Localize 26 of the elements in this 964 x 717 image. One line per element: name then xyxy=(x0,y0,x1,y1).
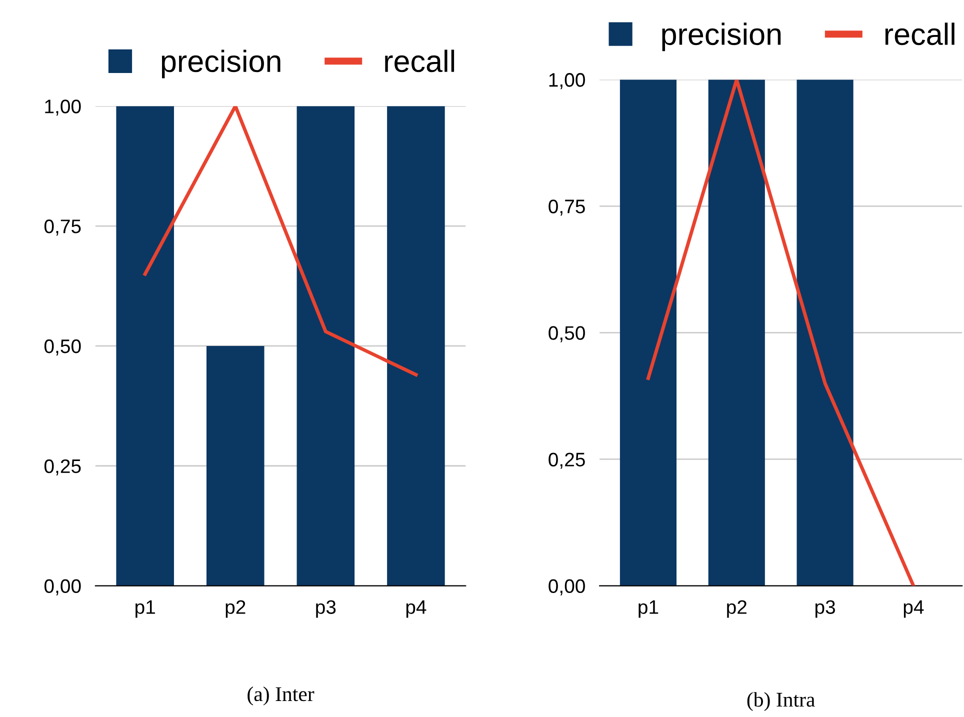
y-tick-label: 0,00 xyxy=(44,579,81,596)
x-tick-label: p3 xyxy=(815,600,836,618)
y-tick-label: 0,50 xyxy=(548,326,585,342)
line-series xyxy=(143,106,418,376)
y-tick-label: 0,25 xyxy=(548,452,585,469)
y-tick-label: 0,25 xyxy=(44,459,81,476)
x-tick-label: p4 xyxy=(904,600,924,618)
legend-label: recall xyxy=(385,50,454,72)
x-tick-label: p4 xyxy=(406,600,426,618)
y-tick-label: 0,50 xyxy=(44,339,81,356)
y-tick-label: 0,75 xyxy=(44,220,81,236)
line-series xyxy=(646,80,916,586)
legend-label: recall xyxy=(885,22,954,46)
legend-label: precision xyxy=(662,22,781,52)
x-tick-label: p2 xyxy=(727,600,746,618)
y-tick-label: 1,00 xyxy=(45,100,81,116)
y-tick-label: 1,00 xyxy=(549,73,585,90)
y-tick-label: 0,00 xyxy=(548,579,585,596)
text: (a) Inter xyxy=(248,686,314,706)
x-tick-label: p1 xyxy=(638,600,658,618)
legend-label: precision xyxy=(162,50,280,78)
x-tick-label: p3 xyxy=(316,600,336,618)
x-tick-label: p2 xyxy=(226,600,246,618)
text: (b) Intra xyxy=(747,692,815,711)
y-tick-label: 0,75 xyxy=(548,200,585,216)
x-tick-label: p1 xyxy=(136,600,155,618)
